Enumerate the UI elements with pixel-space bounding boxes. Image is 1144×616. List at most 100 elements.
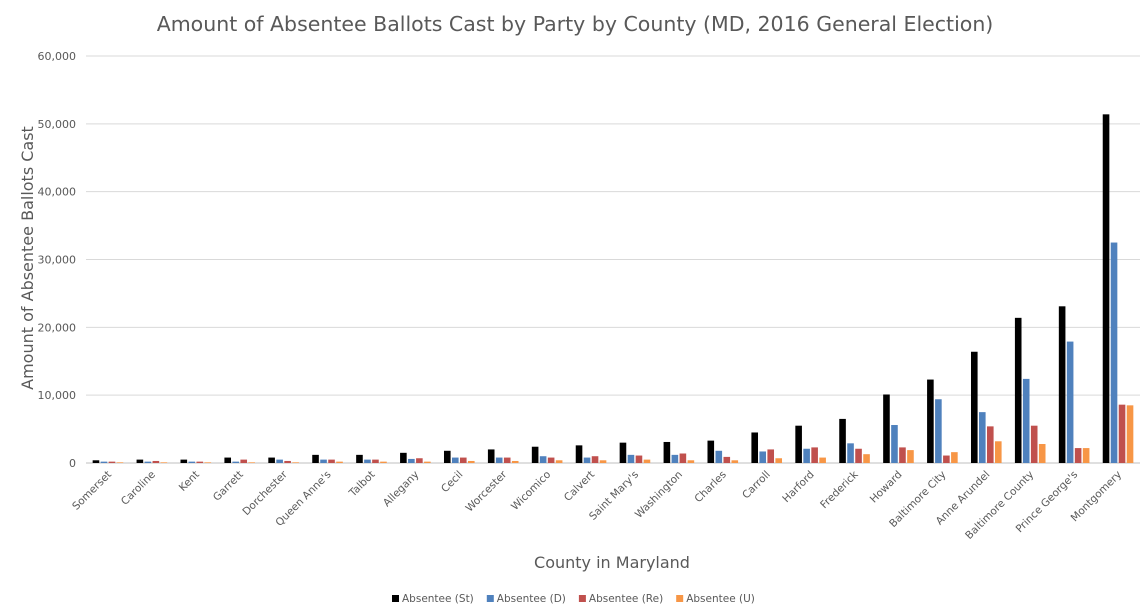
bar xyxy=(372,459,379,463)
bar xyxy=(883,394,890,463)
x-tick-label: Kent xyxy=(177,469,202,494)
bar xyxy=(459,457,467,463)
bar xyxy=(555,460,563,463)
bar xyxy=(927,379,934,463)
bar xyxy=(986,426,994,463)
bar xyxy=(312,454,319,463)
bar xyxy=(978,412,986,464)
bar xyxy=(511,460,519,463)
y-tick-label: 10,000 xyxy=(38,389,77,402)
bar xyxy=(775,458,783,463)
bar xyxy=(619,442,627,463)
bar xyxy=(891,425,898,463)
bar xyxy=(935,399,942,463)
bar xyxy=(1102,114,1110,463)
x-tick-label: Washington xyxy=(633,469,685,521)
bar xyxy=(380,461,387,463)
legend-label: Absentee (U) xyxy=(686,593,755,605)
legend-label: Absentee (Re) xyxy=(589,593,663,605)
y-tick-label: 40,000 xyxy=(38,186,77,199)
bar xyxy=(1014,317,1022,463)
bar xyxy=(627,454,635,463)
bar xyxy=(204,462,212,463)
bar xyxy=(811,447,818,463)
bar xyxy=(180,459,188,463)
bar xyxy=(723,456,731,463)
bar xyxy=(679,453,687,463)
bar xyxy=(795,425,802,463)
chart-title: Amount of Absentee Ballots Cast by Party… xyxy=(157,12,994,36)
gridlines xyxy=(86,55,1140,464)
bar xyxy=(1126,405,1134,463)
bar xyxy=(1110,242,1118,463)
x-axis-title: County in Maryland xyxy=(534,553,690,572)
y-tick-label: 60,000 xyxy=(38,50,77,63)
bar xyxy=(152,460,160,463)
x-tick-label: Harford xyxy=(780,469,816,505)
bar xyxy=(1022,378,1030,463)
bar xyxy=(863,454,870,463)
legend-swatch xyxy=(486,595,494,602)
bar xyxy=(687,460,695,463)
bar xyxy=(1118,404,1126,463)
bar xyxy=(583,457,591,463)
y-tick-label: 20,000 xyxy=(38,321,77,334)
bar xyxy=(328,459,335,463)
bar xyxy=(424,461,431,463)
bar xyxy=(400,452,407,463)
bar xyxy=(715,450,723,463)
bar xyxy=(292,462,299,463)
bar xyxy=(803,448,810,463)
bar xyxy=(547,457,555,463)
bar xyxy=(539,456,547,463)
bar xyxy=(196,461,204,463)
bar xyxy=(136,459,144,463)
x-tick-label: Carroll xyxy=(740,469,773,502)
y-axis-ticks: 0 10,000 20,000 30,000 40,000 50,000 60,000 xyxy=(38,50,77,470)
bar xyxy=(1038,444,1046,463)
bar xyxy=(443,450,451,463)
bar xyxy=(284,460,291,463)
bar xyxy=(994,441,1002,463)
bar xyxy=(108,461,116,463)
bar xyxy=(751,432,759,463)
x-tick-label: Charles xyxy=(692,469,728,505)
bar xyxy=(240,459,248,463)
bar xyxy=(819,457,826,463)
bar xyxy=(495,457,503,463)
bars xyxy=(92,114,1134,464)
bar xyxy=(1066,341,1074,463)
bar xyxy=(503,457,511,463)
bar xyxy=(467,460,475,463)
x-axis-ticks: Somerset Caroline Kent GarrettDorchesterQue… xyxy=(70,468,1124,542)
bar xyxy=(907,450,914,463)
bar xyxy=(144,461,152,463)
bar xyxy=(188,461,196,463)
bar xyxy=(899,447,906,463)
bar xyxy=(276,459,283,463)
y-tick-label: 30,000 xyxy=(38,254,77,267)
bar xyxy=(100,461,108,463)
bar xyxy=(92,460,100,463)
x-tick-label: Cecil xyxy=(439,469,465,495)
bar xyxy=(943,455,950,463)
bar xyxy=(759,451,767,463)
legend-swatch xyxy=(676,595,684,602)
bar xyxy=(1074,448,1082,463)
x-tick-label: Talbot xyxy=(346,469,377,500)
x-tick-label: Frederick xyxy=(818,468,861,511)
bar xyxy=(232,461,240,463)
x-tick-label: Caroline xyxy=(119,469,158,508)
bar xyxy=(970,351,978,463)
bar xyxy=(356,454,363,463)
bar xyxy=(116,462,124,463)
bar xyxy=(268,457,275,463)
bar xyxy=(1058,306,1066,463)
bar xyxy=(847,443,854,463)
bar xyxy=(671,454,679,463)
bar xyxy=(320,459,327,463)
bar xyxy=(591,456,599,463)
x-tick-label: Garrett xyxy=(211,469,246,504)
